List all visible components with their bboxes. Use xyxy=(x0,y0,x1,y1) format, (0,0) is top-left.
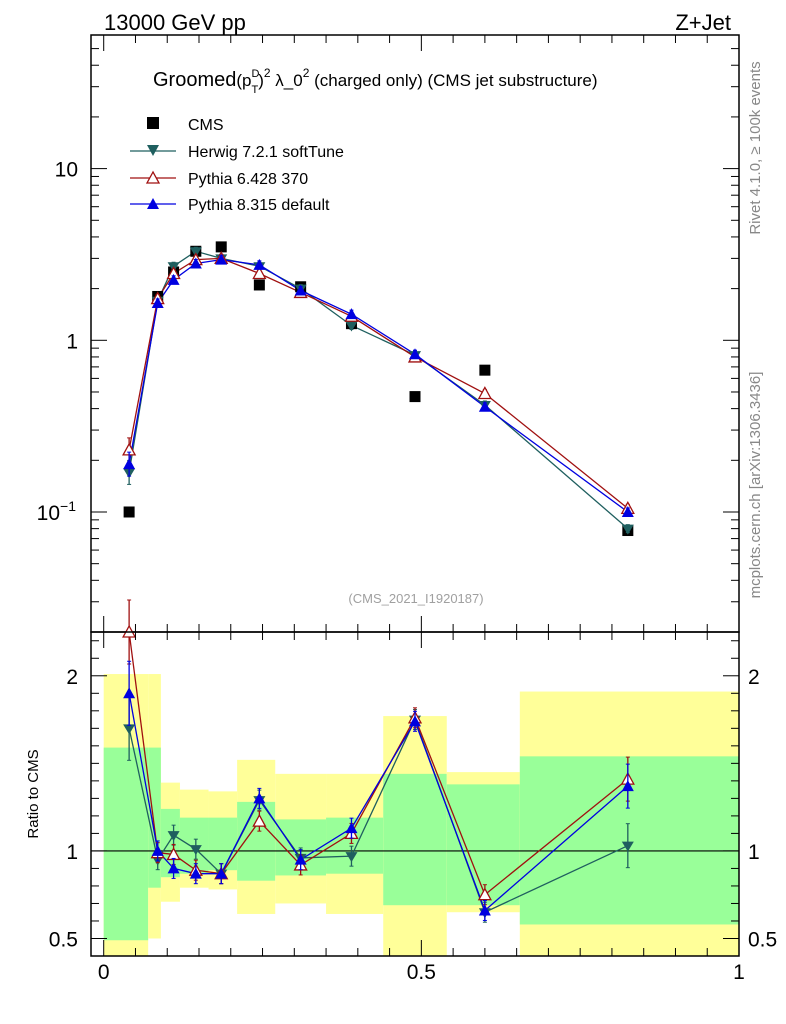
title-rest: (charged only) (CMS jet substructure) xyxy=(309,71,597,90)
ratio-point-pythia8-7 xyxy=(345,822,358,834)
main-point-pythia6-9 xyxy=(477,386,492,400)
main-point-pythia8-4 xyxy=(215,253,228,265)
main-point-herwig-3 xyxy=(189,247,202,258)
band-inner-1 xyxy=(148,747,161,888)
ratio-ytick-label-left-2: 2 xyxy=(66,666,78,689)
main-point-cms-4 xyxy=(215,241,227,253)
ratio-point-pythia8-3 xyxy=(189,867,202,879)
main-point-pythia8-7 xyxy=(345,308,358,320)
main-point-pythia6-5 xyxy=(252,266,267,280)
header-left: 13000 GeV pp xyxy=(104,10,246,35)
main-point-pythia8-9 xyxy=(478,400,491,412)
main-point-herwig-7 xyxy=(345,321,358,332)
ratio-xtick-label-2: 1 xyxy=(733,961,745,984)
main-line-pythia8 xyxy=(128,258,629,513)
ratio-point-pythia8-4 xyxy=(215,867,228,879)
ratio-ytick-label-right-1: 1 xyxy=(748,841,760,864)
title-sup-d: D xyxy=(252,68,260,80)
ratio-xtick-label-1: 0.5 xyxy=(407,961,436,984)
band-inner-5 xyxy=(237,801,276,881)
ratio-panel: 0 0.5 10.5 0.51 12 2 Ratio to CMS xyxy=(25,599,777,984)
band-inner-2 xyxy=(160,808,180,878)
header-right: Z+Jet xyxy=(675,10,731,35)
legend-marker-herwig xyxy=(147,145,159,156)
main-point-cms-5 xyxy=(253,279,265,291)
band-inner-9 xyxy=(446,784,520,906)
ratio-xtick-label-0: 0 xyxy=(98,961,110,984)
rivet-label: Rivet 4.1.0, ≥ 100k events xyxy=(747,61,764,234)
main-line-pythia6 xyxy=(128,257,629,509)
main-point-pythia8-1 xyxy=(151,296,164,308)
band-inner-8 xyxy=(383,773,447,906)
ratio-point-herwig-3 xyxy=(189,845,202,856)
main-point-pythia8-6 xyxy=(294,284,307,296)
ratio-ytick-label-left-0: 0.5 xyxy=(49,928,78,951)
ratio-point-pythia8-0 xyxy=(123,687,136,699)
ratio-ytick-label-left-1: 1 xyxy=(66,841,78,864)
ratio-ytick-label-right-0: 0.5 xyxy=(748,928,777,951)
title-paren-close: ) xyxy=(258,71,264,90)
main-point-pythia8-10 xyxy=(621,505,634,517)
title-sub-t: T xyxy=(251,84,258,96)
title-paren: (p xyxy=(236,71,251,90)
main-ytick-label-0: 10−1 xyxy=(37,498,77,525)
title-exp2: 2 xyxy=(303,66,310,80)
main-ytick-label-1: 1 xyxy=(66,330,78,353)
main-point-pythia8-8 xyxy=(409,348,421,360)
legend-label-cms: CMS xyxy=(188,117,224,134)
legend-label-pythia6: Pythia 6.428 370 xyxy=(188,171,308,188)
ratio-point-herwig-10 xyxy=(621,841,634,852)
main-line-herwig xyxy=(128,250,629,530)
legend: CMS Herwig 7.2.1 softTune Pythia 6.428 3… xyxy=(130,117,344,214)
legend-marker-cms xyxy=(147,117,159,129)
band-inner-7 xyxy=(326,817,384,874)
ratio-point-herwig-0 xyxy=(123,724,136,735)
ratio-point-pythia8-1 xyxy=(151,844,164,856)
main-point-pythia8-0 xyxy=(123,458,136,470)
ratio-ytick-label-right-2: 2 xyxy=(748,666,760,689)
ratio-point-pythia8-10 xyxy=(621,780,634,792)
mcplots-label: mcplots.cern.ch [arXiv:1306.3436] xyxy=(747,372,764,599)
ratio-point-herwig-2 xyxy=(167,831,180,842)
ratio-point-pythia8-2 xyxy=(167,862,180,874)
ratio-point-pythia8-8 xyxy=(409,715,421,727)
ratio-point-pythia8-5 xyxy=(253,792,266,804)
band-inner-0 xyxy=(103,747,149,941)
legend-marker-pythia6 xyxy=(145,170,161,184)
analysis-id: (CMS_2021_I1920187) xyxy=(348,591,483,606)
main-point-pythia8-2 xyxy=(167,273,180,285)
title-lambda: λ_0 xyxy=(271,71,303,90)
legend-label-pythia8: Pythia 8.315 default xyxy=(188,197,330,214)
main-point-herwig-10 xyxy=(621,524,634,535)
ratio-point-pythia6-5 xyxy=(252,813,267,827)
ratio-point-herwig-7 xyxy=(345,852,358,863)
main-point-pythia8-3 xyxy=(189,257,202,269)
main-ytick-label-2: 10 xyxy=(55,159,78,182)
legend-marker-pythia8 xyxy=(147,198,159,209)
main-point-cms-0 xyxy=(123,506,135,518)
band-inner-4 xyxy=(208,817,238,871)
main-title: Groomed(pD T)2 λ_02 (charged only) (CMS j… xyxy=(153,66,598,96)
ratio-point-pythia8-6 xyxy=(294,853,307,865)
main-point-cms-8 xyxy=(409,391,421,403)
ratio-frame xyxy=(90,631,740,957)
title-groomed: Groomed xyxy=(153,69,236,91)
ratio-ylabel: Ratio to CMS xyxy=(25,749,42,838)
title-exp1: 2 xyxy=(264,66,271,80)
ratio-point-pythia8-9 xyxy=(478,904,491,916)
main-point-cms-9 xyxy=(479,364,491,376)
main-point-pythia8-5 xyxy=(253,258,266,270)
legend-label-herwig: Herwig 7.2.1 softTune xyxy=(188,144,344,161)
ratio-point-pythia6-9 xyxy=(477,887,492,901)
